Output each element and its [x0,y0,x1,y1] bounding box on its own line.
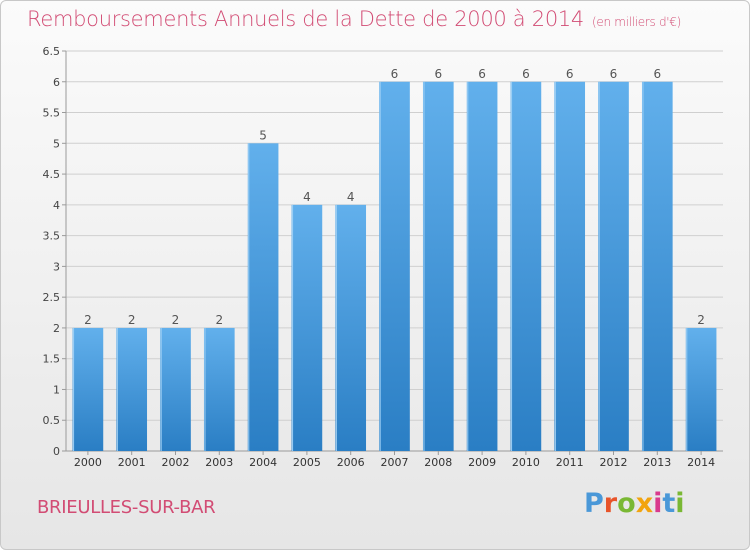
bar [554,81,586,452]
data-label: 6 [610,67,618,81]
x-tick-label: 2000 [74,456,102,469]
bar [203,327,235,451]
bar [510,81,542,452]
data-label: 6 [391,67,399,81]
bar [685,327,717,451]
data-label: 6 [434,67,442,81]
y-tick-label: 6 [53,76,60,89]
bar [598,81,629,452]
y-tick-label: 1.5 [43,353,61,366]
chart-title: Remboursements Annuels de la Dette de 20… [27,7,681,31]
data-label: 4 [303,190,311,204]
x-tick-label: 2007 [381,456,409,469]
x-tick-label: 2005 [293,456,321,469]
x-tick-label: 2003 [205,456,233,469]
bar [422,81,454,452]
data-label: 2 [172,313,180,327]
chart-unit: (en milliers d'€) [592,15,682,29]
y-tick-label: 4.5 [43,168,61,181]
y-tick-label: 3 [53,260,60,273]
x-tick-label: 2008 [424,456,452,469]
data-label: 2 [128,313,136,327]
y-tick-label: 5 [53,137,60,150]
y-tick-label: 6.5 [43,45,61,58]
x-tick-label: 2001 [118,456,146,469]
bar [335,204,367,451]
data-label: 6 [478,67,486,81]
y-tick-label: 3.5 [43,230,61,243]
proxiti-logo: Proxiti [584,488,685,519]
data-label: 6 [522,67,530,81]
y-tick-label: 4 [53,199,60,212]
y-tick-label: 0.5 [43,414,61,427]
x-tick-label: 2013 [643,456,671,469]
bar [291,204,323,451]
y-tick-label: 5.5 [43,107,61,120]
bar [160,327,191,451]
x-tick-label: 2014 [687,456,715,469]
x-tick-label: 2011 [556,456,584,469]
x-tick-label: 2010 [512,456,540,469]
data-label: 5 [259,128,267,142]
y-tick-label: 2.5 [43,291,61,304]
data-label: 2 [215,313,223,327]
chart-title-text: Remboursements Annuels de la Dette de 20… [27,7,584,31]
bar [466,81,498,452]
data-label: 6 [653,67,661,81]
bar [641,81,673,452]
y-tick-label: 2 [53,322,60,335]
commune-name: BRIEULLES-SUR-BAR [37,497,216,518]
data-label: 4 [347,190,355,204]
data-label: 6 [566,67,574,81]
y-tick-label: 1 [53,383,60,396]
bar [116,327,148,451]
x-tick-label: 2004 [249,456,277,469]
x-tick-label: 2012 [600,456,628,469]
bar [379,81,410,452]
x-tick-label: 2009 [468,456,496,469]
data-label: 2 [697,313,705,327]
bar [72,327,104,451]
data-label: 2 [84,313,92,327]
x-tick-label: 2006 [337,456,365,469]
y-tick-label: 0 [53,445,60,458]
x-tick-label: 2002 [162,456,190,469]
bar [247,143,279,452]
